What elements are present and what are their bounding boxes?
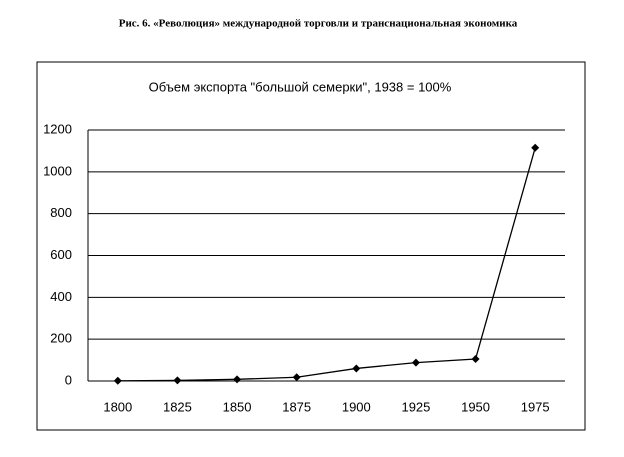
data-point (233, 375, 242, 384)
y-tick-label: 0 (65, 372, 72, 387)
data-point (411, 358, 420, 367)
y-tick-label: 1200 (43, 121, 72, 136)
y-tick-label: 600 (50, 247, 72, 262)
data-point (352, 364, 361, 373)
x-tick-label: 1925 (401, 399, 430, 414)
x-tick-label: 1950 (461, 399, 490, 414)
data-point (113, 376, 122, 385)
y-tick-label: 800 (50, 205, 72, 220)
y-tick-label: 400 (50, 289, 72, 304)
y-tick-label: 200 (50, 331, 72, 346)
data-point (471, 355, 480, 364)
x-tick-label: 1975 (521, 399, 550, 414)
figure-caption: Рис. 6. «Революция» международной торгов… (119, 18, 518, 30)
data-point (531, 143, 540, 152)
data-point (173, 376, 182, 385)
chart-frame (36, 61, 586, 431)
data-line (117, 147, 536, 382)
data-point (292, 373, 301, 382)
y-tick-label: 1000 (43, 163, 72, 178)
x-tick-label: 1875 (282, 399, 311, 414)
chart-title: Объем экспорта "большой семерки", 1938 =… (149, 79, 452, 94)
x-tick-label: 1900 (342, 399, 371, 414)
x-tick-label: 1850 (223, 399, 252, 414)
x-tick-label: 1825 (163, 399, 192, 414)
x-tick-label: 1800 (103, 399, 132, 414)
